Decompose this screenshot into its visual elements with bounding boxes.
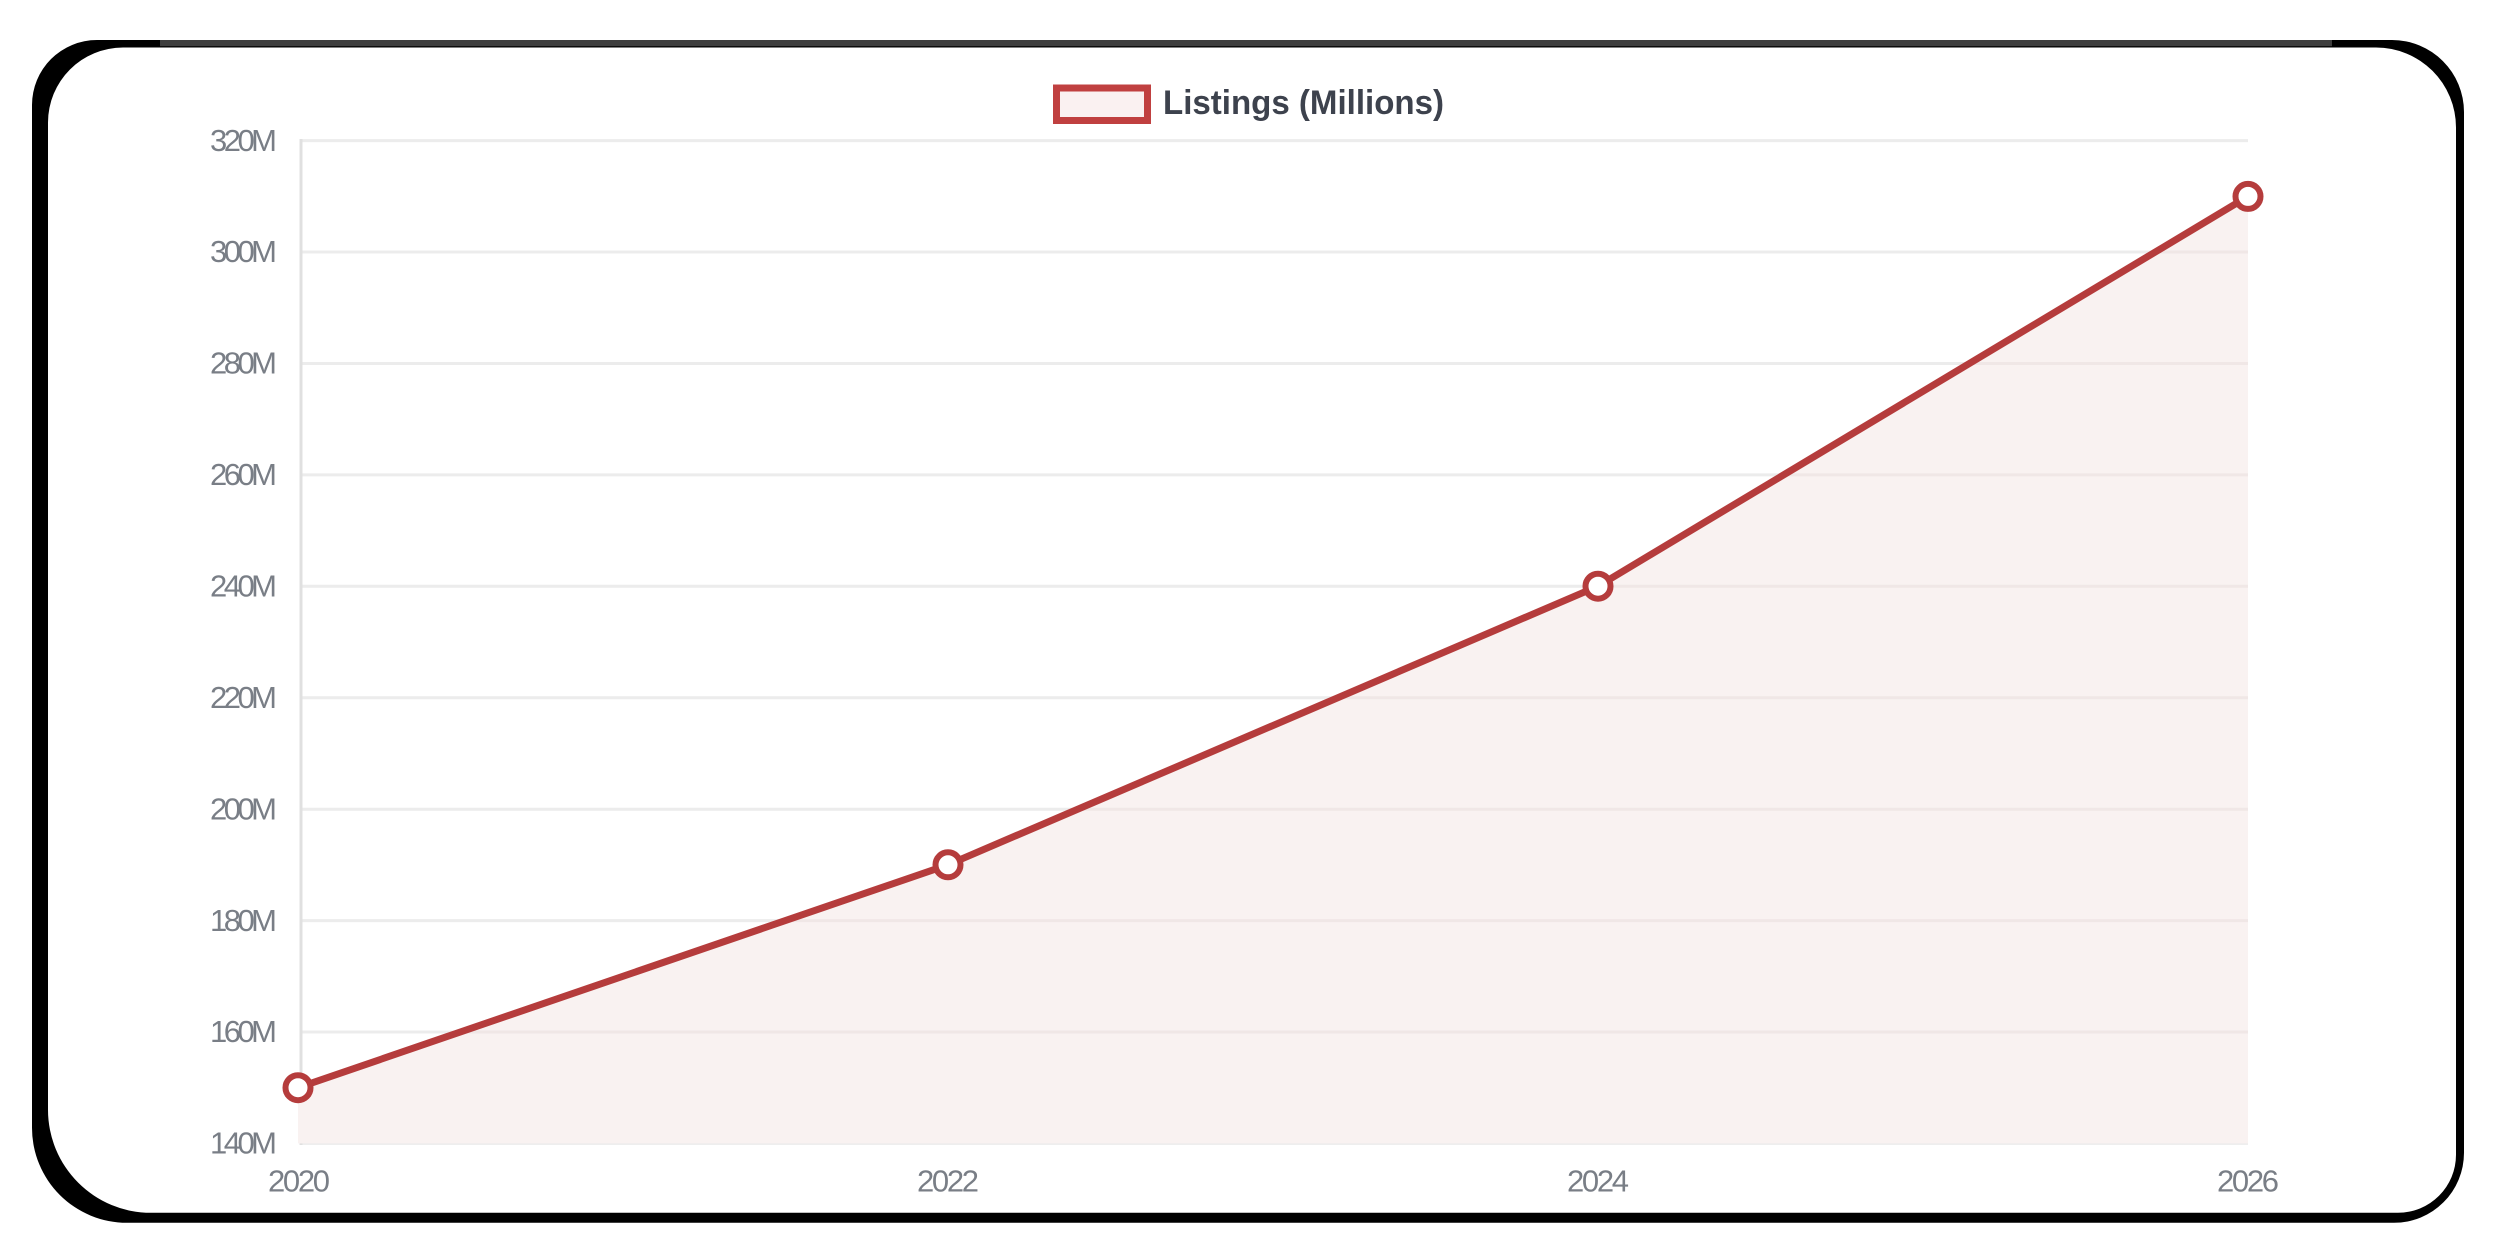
svg-text:Listings (Millions): Listings (Millions) (1163, 84, 1444, 122)
svg-text:220M: 220M (210, 680, 277, 715)
svg-text:200M: 200M (210, 791, 277, 826)
svg-text:280M: 280M (210, 346, 277, 381)
svg-text:2024: 2024 (1567, 1164, 1629, 1199)
svg-text:320M: 320M (210, 123, 277, 158)
svg-text:260M: 260M (210, 457, 277, 492)
svg-text:2022: 2022 (917, 1164, 979, 1199)
svg-text:240M: 240M (210, 569, 277, 604)
svg-text:300M: 300M (210, 234, 277, 269)
svg-text:180M: 180M (210, 903, 277, 938)
svg-text:2026: 2026 (2217, 1164, 2279, 1199)
svg-text:140M: 140M (210, 1126, 277, 1161)
svg-text:2020: 2020 (268, 1164, 330, 1199)
svg-text:160M: 160M (210, 1014, 277, 1049)
